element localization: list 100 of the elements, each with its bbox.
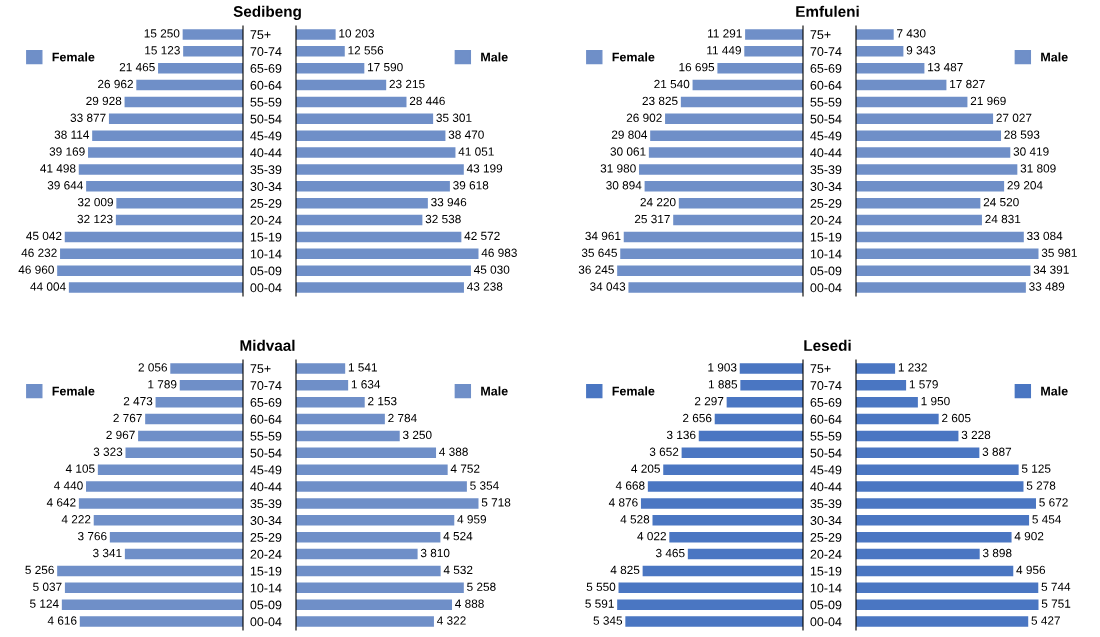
data-label: 31 809 [1020,164,1056,173]
bar [739,363,803,374]
bar [717,62,803,74]
y-tick-label: 70-74 [250,47,282,56]
bar [617,599,803,610]
bar [182,29,243,40]
data-label: 1 950 [921,397,950,406]
y-tick-label: 35-39 [250,165,282,175]
bar [125,447,243,459]
bar [856,197,981,209]
data-label: 23 215 [389,79,425,89]
bar [620,248,803,260]
bar [78,164,243,175]
bar [116,197,243,209]
data-label: 30 419 [1013,147,1049,156]
y-tick-label: 65-69 [250,63,282,73]
data-label: 5 354 [470,481,499,490]
data-label: 23 825 [642,96,678,106]
bar [296,582,464,594]
data-label: 24 220 [640,198,676,207]
data-label: 5 718 [481,498,511,507]
data-label: 5 124 [29,599,59,608]
bar [856,396,918,408]
bar [856,214,982,226]
data-label: 4 956 [1016,565,1046,575]
bar [726,396,803,408]
bar [296,565,441,577]
y-tick-label: 15-19 [250,566,282,576]
bar [665,113,803,125]
bar [856,380,907,391]
data-label: 12 556 [348,46,384,55]
data-label: 3 250 [402,430,432,440]
bar [680,96,803,108]
bar [79,616,243,627]
data-label: 2 297 [694,397,724,406]
data-label: 2 153 [368,397,397,406]
data-label: 4 528 [620,515,650,524]
data-label: 33 877 [70,113,106,122]
bar [296,413,385,425]
bar [856,616,1029,627]
y-tick-label: 40-44 [810,482,842,492]
bar [856,79,947,91]
y-tick-label: 55-59 [810,431,842,441]
data-label: 39 169 [49,147,85,156]
bar [678,197,803,209]
data-label: 35 301 [436,113,472,122]
bar [625,616,803,627]
bar [108,113,243,125]
data-label: 39 618 [453,181,489,190]
data-label: 38 470 [448,130,484,139]
bar [856,548,980,560]
y-tick-label: 65-69 [810,63,842,73]
y-tick-label: 70-74 [810,381,842,390]
data-label: 4 205 [631,464,660,473]
data-label: 3 898 [982,548,1012,558]
bar [78,498,243,509]
y-tick-label: 15-19 [810,566,842,576]
bar [296,380,349,391]
bar [145,413,243,425]
y-tick-label: 70-74 [810,47,842,56]
data-label: 5 672 [1039,498,1068,507]
y-tick-label: 25-29 [250,198,282,208]
bar [856,147,1011,158]
data-label: 43 199 [466,164,503,173]
bar [856,565,1014,577]
bar [296,548,418,560]
data-label: 46 232 [21,248,57,257]
bar [296,147,456,158]
data-label: 4 876 [608,498,638,507]
bar [179,380,243,391]
data-label: 11 291 [708,29,742,38]
bar [124,548,243,560]
bar [92,130,243,141]
bar [296,599,453,610]
data-label: 4 105 [65,464,95,473]
bar [687,548,803,560]
data-label: 5 345 [593,616,623,625]
y-tick-label: 25-29 [250,532,282,542]
bar [57,265,243,276]
y-tick-label: 45-49 [810,465,842,475]
data-label: 2 056 [138,363,168,372]
bar [640,498,803,509]
data-label: 5 550 [586,582,616,591]
bar [856,464,1019,475]
bar [296,464,448,475]
y-tick-label: 05-09 [250,600,282,610]
data-label: 35 981 [1041,248,1077,257]
bar [856,282,1026,293]
data-label: 3 652 [649,447,679,456]
y-tick-label: 10-14 [810,249,842,259]
data-label: 4 532 [443,565,473,575]
bar [296,164,464,175]
bar [68,282,243,293]
bar [617,265,803,276]
data-label: 17 590 [368,63,403,72]
bar [856,447,980,459]
data-label: 1 789 [148,380,177,389]
y-tick-label: 45-49 [250,465,282,475]
y-tick-label: 10-14 [810,583,842,593]
y-tick-label: 15-19 [810,232,842,242]
